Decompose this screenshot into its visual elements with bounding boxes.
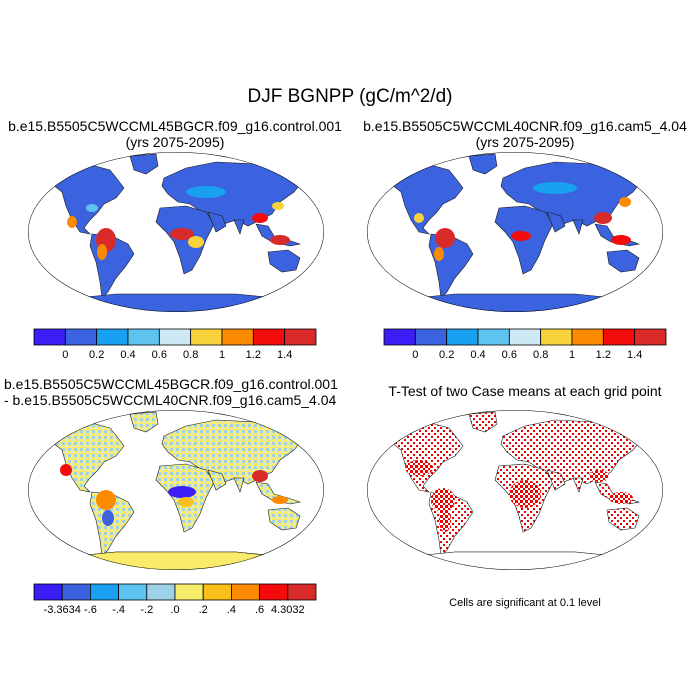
panel2-colorbar-swatch xyxy=(540,328,573,346)
panel1-colorbar-label: 0.2 xyxy=(89,349,104,361)
panel3-colorbar: -3.3634 -.6 -.4 -.2 .0 .2 .4 .6 4.3032 xyxy=(33,583,317,616)
panel1-colorbar-label: 1.2 xyxy=(246,349,261,361)
panel3-colorbar-swatch xyxy=(259,583,289,601)
panel2-highlights xyxy=(414,182,631,261)
panel2-title-line2: (yrs 2075-2095) xyxy=(475,134,575,150)
panel1-colorbar-swatch xyxy=(33,328,66,346)
panel3-colorbar-label: -.6 xyxy=(84,604,97,616)
panel3-colorbar-label: .2 xyxy=(199,604,208,616)
panel1-colorbar-label: 0.6 xyxy=(152,349,167,361)
panel3-title-line1: b.e15.B5505C5WCCML45BGCR.f09_g16.control… xyxy=(4,376,338,392)
panel2-colorbar-label: 0.8 xyxy=(533,349,548,361)
panel3-map xyxy=(28,410,324,570)
panel2-colorbar-label: 0.4 xyxy=(470,349,485,361)
panel2-colorbar-swatch xyxy=(477,328,510,346)
panel3-colorbar-swatch xyxy=(33,583,63,601)
panel3-colorbar-swatch xyxy=(61,583,91,601)
panel1-colorbar-swatch xyxy=(127,328,160,346)
panel2-colorbar-swatch xyxy=(446,328,479,346)
panel3-colorbar-label: -.4 xyxy=(112,604,125,616)
panel1-colorbar-swatch xyxy=(221,328,254,346)
panel2-colorbar-swatch xyxy=(571,328,604,346)
panel3-colorbar-label: -3.3634 xyxy=(44,604,81,616)
panel2-colorbar-swatch xyxy=(508,328,542,346)
panel4-map xyxy=(367,410,663,570)
panel1-colorbar-swatch xyxy=(190,328,223,346)
panel4-title: T-Test of two Case means at each grid po… xyxy=(350,383,700,399)
figure-title: DJF BGNPP (gC/m^2/d) xyxy=(247,86,453,107)
panel2-colorbar: 0 0.2 0.4 0.6 0.8 1 1.2 1.4 xyxy=(383,328,667,361)
panel1-colorbar-label: 0 xyxy=(62,349,68,361)
panel3-colorbar-label: 4.3032 xyxy=(271,604,305,616)
panel4-title-line1: T-Test of two Case means at each grid po… xyxy=(388,383,662,399)
panel1-colorbar-swatch xyxy=(64,328,98,346)
panel2-colorbar-swatch xyxy=(414,328,448,346)
panel1-title: b.e15.B5505C5WCCML45BGCR.f09_g16.control… xyxy=(0,118,350,150)
panel2-colorbar-label: 0.6 xyxy=(502,349,517,361)
panel1-title-line2: (yrs 2075-2095) xyxy=(125,134,225,150)
panel1-colorbar-label: 0.4 xyxy=(120,349,135,361)
panel1-colorbar-swatch xyxy=(96,328,129,346)
panel3-colorbar-swatch xyxy=(118,583,148,601)
panel3-colorbar-swatch xyxy=(287,583,317,601)
panel3-title: b.e15.B5505C5WCCML45BGCR.f09_g16.control… xyxy=(4,376,350,408)
significance-footnote: Cells are significant at 0.1 level xyxy=(449,597,601,609)
panel3-colorbar-swatch xyxy=(174,583,204,601)
panel3-title-line2: - b.e15.B5505C5WCCML40CNR.f09_g16.cam5_4… xyxy=(4,392,337,408)
panel2-title-line1: b.e15.B5505C5WCCML40CNR.f09_g16.cam5_4.0… xyxy=(363,118,687,134)
panel3-colorbar-swatch xyxy=(202,583,232,601)
panel2-colorbar-label: 1.2 xyxy=(596,349,611,361)
panel2-map xyxy=(367,152,663,312)
panel2-colorbar-swatch xyxy=(634,328,667,346)
panel2-colorbar-swatch xyxy=(602,328,636,346)
panel1-colorbar-swatch xyxy=(252,328,286,346)
panel3-colorbar-swatch xyxy=(90,583,120,601)
panel1-colorbar-label: 0.8 xyxy=(183,349,198,361)
panel1-highlights xyxy=(67,186,290,260)
panel3-colorbar-label: .6 xyxy=(255,604,264,616)
panel1-map xyxy=(28,152,324,312)
panel1-colorbar-label: 1 xyxy=(219,349,225,361)
panel2-colorbar-label: 1.4 xyxy=(627,349,642,361)
panel1-colorbar: 0 0.2 0.4 0.6 0.8 1 1.2 1.4 xyxy=(33,328,317,361)
panel3-colorbar-label: -.2 xyxy=(140,604,153,616)
panel1-colorbar-swatch xyxy=(158,328,192,346)
panel2-title: b.e15.B5505C5WCCML40CNR.f09_g16.cam5_4.0… xyxy=(350,118,700,150)
panel1-colorbar-label: 1.4 xyxy=(277,349,292,361)
panel3-colorbar-label: .4 xyxy=(227,604,236,616)
panel2-colorbar-label: 0 xyxy=(412,349,418,361)
panel1-colorbar-swatch xyxy=(284,328,317,346)
panel2-colorbar-label: 1 xyxy=(569,349,575,361)
panel1-title-line1: b.e15.B5505C5WCCML45BGCR.f09_g16.control… xyxy=(8,118,342,134)
panel3-colorbar-swatch xyxy=(230,583,260,601)
panel3-colorbar-swatch xyxy=(146,583,176,601)
panel3-colorbar-label: .0 xyxy=(170,604,179,616)
panel2-colorbar-swatch xyxy=(383,328,416,346)
panel2-colorbar-label: 0.2 xyxy=(439,349,454,361)
